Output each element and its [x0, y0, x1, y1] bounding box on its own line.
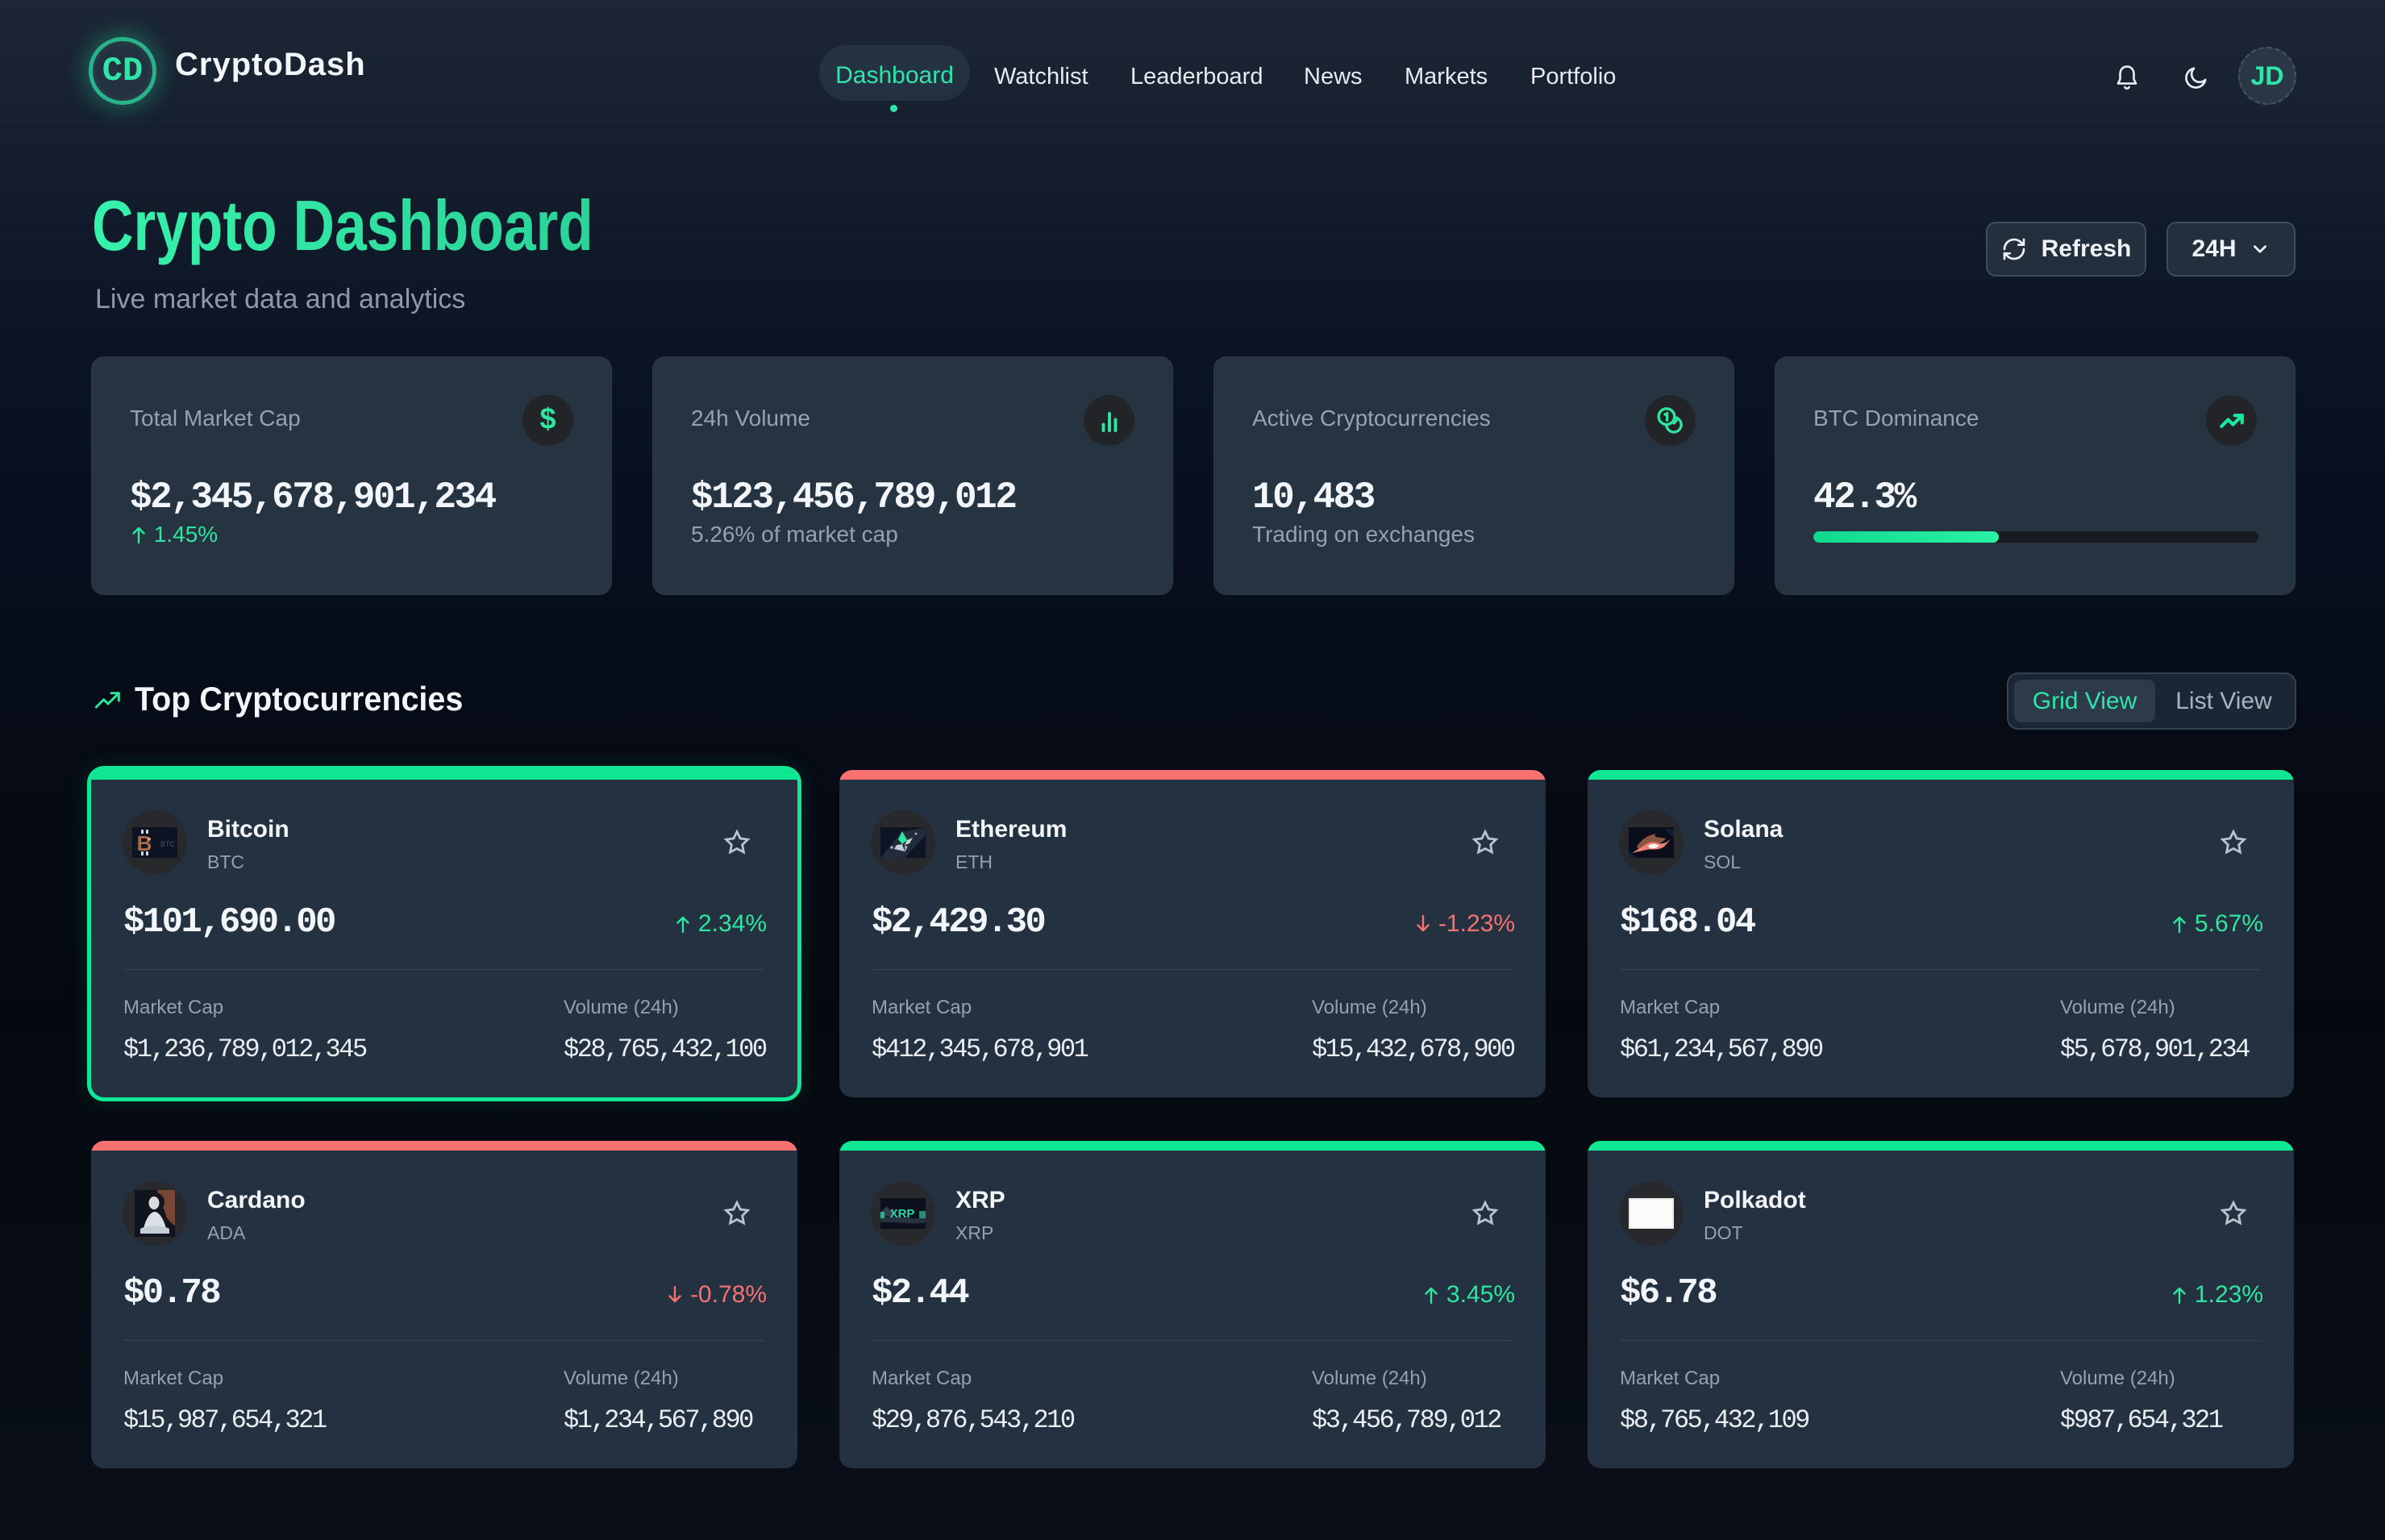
svg-text:B: B	[137, 831, 152, 855]
svg-text:XRP: XRP	[890, 1207, 915, 1221]
svg-text:BTC: BTC	[160, 840, 176, 848]
